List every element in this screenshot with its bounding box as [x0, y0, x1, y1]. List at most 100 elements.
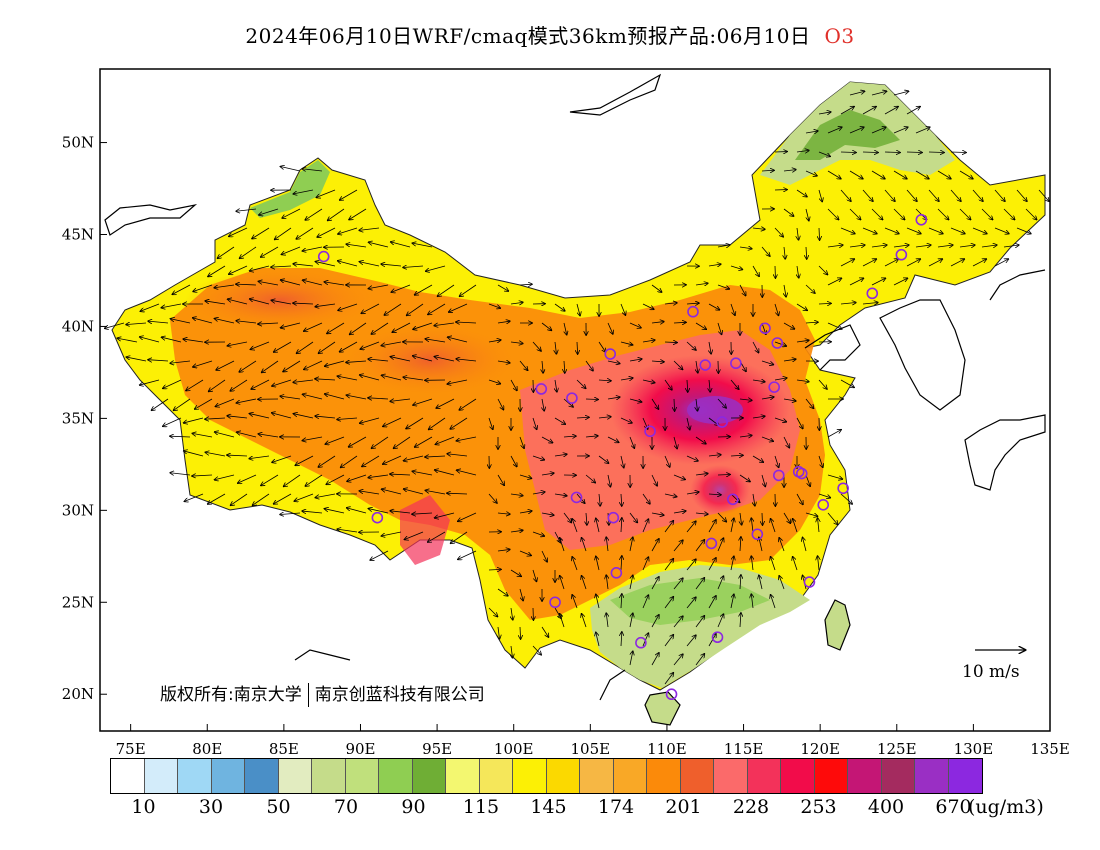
lon-tick-label: 90E — [345, 740, 375, 758]
wind-arrow-icon — [497, 549, 510, 551]
wind-arrow-icon — [642, 557, 648, 571]
wind-arrow-icon — [434, 357, 455, 362]
wind-arrow-icon — [425, 339, 446, 343]
wind-arrow-icon — [318, 455, 336, 467]
wind-arrow-icon — [871, 127, 886, 134]
lon-tick-label: 135E — [1030, 740, 1070, 758]
colorbar-swatch — [814, 759, 848, 793]
northeast-dark-green — [795, 110, 900, 160]
wind-arrow-icon — [818, 455, 823, 467]
wind-arrow-icon — [686, 521, 696, 533]
wind-arrow-icon — [293, 264, 314, 266]
wind-arrow-icon — [324, 509, 345, 514]
wind-arrow-icon — [783, 512, 790, 523]
wind-arrow-icon — [214, 284, 235, 288]
wind-arrow-icon — [170, 361, 191, 363]
wind-arrow-icon — [752, 265, 759, 276]
wind-arrow-icon — [972, 259, 986, 267]
wind-arrow-icon — [209, 379, 226, 391]
wind-arrow-icon — [709, 341, 711, 354]
wind-arrow-icon — [796, 303, 807, 310]
wind-arrow-icon — [497, 361, 510, 363]
wind-arrow-icon — [381, 264, 402, 266]
wind-arrow-icon — [349, 436, 367, 447]
wind-arrow-icon — [281, 322, 301, 328]
wind-arrow-icon — [884, 259, 898, 267]
colorbar-swatch — [580, 759, 614, 793]
wind-arrow-icon — [542, 398, 544, 411]
qinghai-hotspot — [345, 325, 515, 395]
wind-arrow-icon — [497, 398, 503, 410]
wind-arrow-icon — [317, 227, 336, 237]
wind-arrow-icon — [497, 513, 510, 514]
wind-arrow-icon — [541, 322, 551, 330]
wind-arrow-icon — [950, 227, 965, 234]
wind-arrow-icon — [1003, 245, 1019, 247]
wind-reference-label: 10 m/s — [962, 662, 1020, 682]
colorbar-label: 670 — [935, 796, 972, 818]
wind-arrow-icon — [686, 559, 696, 571]
wind-arrow-icon — [937, 170, 951, 179]
wind-arrow-icon — [227, 416, 248, 418]
wind-arrow-icon — [541, 436, 553, 443]
wind-arrow-icon — [294, 493, 314, 501]
wind-arrow-icon — [673, 436, 677, 449]
wind-arrow-icon — [783, 436, 789, 448]
wind-arrow-icon — [163, 379, 182, 388]
station-circle-icon — [803, 576, 816, 588]
wind-arrow-icon — [576, 303, 580, 316]
wind-arrow-icon — [752, 455, 763, 462]
wind-arrow-icon — [673, 578, 683, 590]
wind-arrow-icon — [849, 245, 865, 247]
wind-arrow-icon — [673, 511, 686, 513]
wind-arrow-icon — [560, 538, 565, 552]
lon-tick-label: 75E — [116, 740, 146, 758]
wind-arrow-icon — [893, 170, 907, 179]
wind-arrow-icon — [293, 189, 314, 194]
wind-arrow-icon — [170, 473, 191, 475]
wind-arrow-icon — [708, 596, 716, 609]
wind-arrow-icon — [762, 512, 763, 525]
wind-arrow-icon — [407, 303, 424, 315]
wind-arrow-icon — [629, 613, 633, 628]
wind-arrow-icon — [293, 380, 314, 382]
wind-arrow-icon — [451, 531, 468, 543]
wind-arrow-icon — [774, 227, 783, 237]
wind-arrow-icon — [368, 509, 389, 514]
pollutant-label: O3 — [824, 24, 855, 48]
wind-arrow-icon — [629, 436, 634, 448]
wind-arrow-icon — [259, 208, 279, 215]
wind-arrow-icon — [497, 474, 504, 485]
wind-arrow-icon — [316, 189, 336, 197]
lon-tick-label: 80E — [192, 740, 222, 758]
wind-arrow-icon — [192, 433, 213, 438]
wind-arrow-icon — [510, 569, 521, 576]
wind-arrow-icon — [172, 284, 191, 294]
wind-arrow-icon — [498, 626, 499, 639]
wind-arrow-icon — [783, 399, 796, 401]
lon-tick-label: 105E — [571, 740, 611, 758]
wind-arrow-icon — [170, 319, 191, 324]
wind-arrow-icon — [262, 360, 279, 372]
wind-arrow-icon — [412, 471, 433, 476]
wind-arrow-icon — [340, 341, 358, 352]
map-title: 2024年06月10日WRF/cmaq模式36km预报产品:06月10日 O3 — [0, 20, 1100, 49]
wind-arrow-icon — [293, 414, 314, 419]
wind-arrow-icon — [673, 540, 683, 552]
wind-arrow-icon — [642, 519, 648, 533]
colorbar-swatch — [680, 759, 714, 793]
colorbar-label: 228 — [732, 796, 770, 818]
wind-arrow-icon — [302, 169, 323, 171]
wind-arrow-icon — [208, 493, 226, 504]
station-circle-icon — [566, 392, 578, 404]
wind-arrow-icon — [805, 131, 818, 133]
wind-arrow-icon — [871, 245, 887, 247]
wind-arrow-icon — [752, 416, 765, 418]
wind-arrow-icon — [554, 454, 567, 456]
wind-arrow-icon — [283, 360, 301, 372]
wind-arrow-icon — [250, 341, 270, 349]
wind-arrow-icon — [488, 607, 497, 616]
wind-arrow-icon — [563, 398, 573, 407]
wind-arrow-icon — [272, 455, 292, 462]
